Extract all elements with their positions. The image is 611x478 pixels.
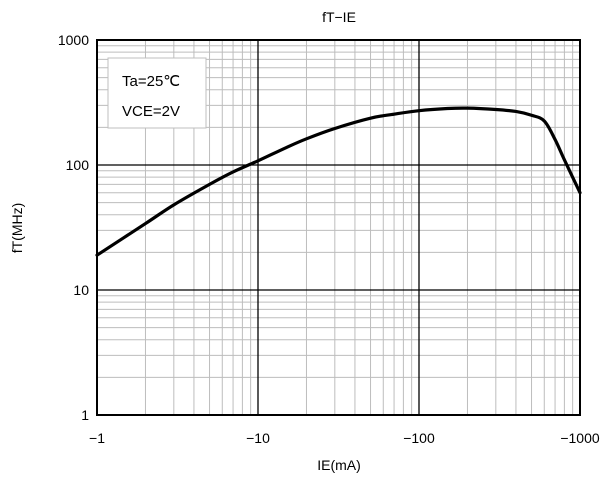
y-tick-label: 1000	[58, 32, 89, 48]
minor-grid	[97, 40, 580, 415]
x-tick-label: −1	[89, 430, 105, 446]
annotation-voltage: VCE=2V	[122, 103, 180, 120]
chart-title: fT−IE	[322, 9, 356, 25]
series-layer	[95, 106, 582, 257]
y-axis-title: fT(MHz)	[9, 203, 25, 254]
y-tick-labels: 1 10 100 1000	[58, 32, 89, 423]
y-tick-label: 10	[73, 282, 89, 298]
y-tick-label: 1	[81, 407, 89, 423]
y-tick-label: 100	[66, 157, 90, 173]
x-tick-label: −10	[246, 430, 270, 446]
condition-legend-box	[107, 57, 207, 129]
x-tick-label: −1000	[560, 430, 600, 446]
condition-legend: Ta=25℃ VCE=2V	[107, 57, 207, 129]
annotation-temperature: Ta=25℃	[122, 73, 180, 90]
series-line-0	[95, 106, 582, 257]
x-tick-label: −100	[403, 430, 435, 446]
x-axis-title: IE(mA)	[317, 457, 361, 473]
x-tick-labels: −1 −10 −100 −1000	[89, 430, 600, 446]
plot-frame	[96, 39, 581, 416]
